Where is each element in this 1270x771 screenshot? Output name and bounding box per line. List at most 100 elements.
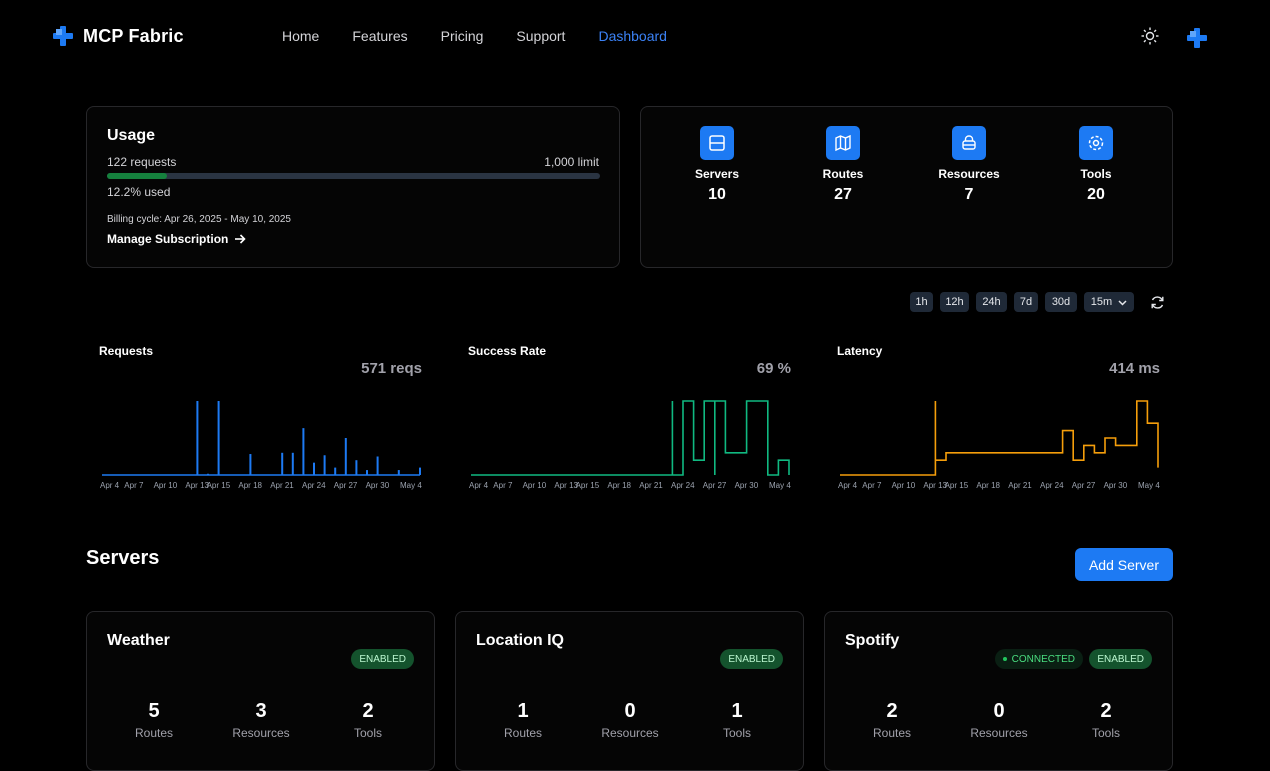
stats-card: Servers 10 Routes 27 Resources 7 Tools 2… (640, 106, 1173, 268)
x-tick-label: Apr 24 (302, 481, 326, 490)
x-tick-label: Apr 24 (671, 481, 695, 490)
server-tools: 2 Tools (1066, 700, 1146, 740)
nav-pricing[interactable]: Pricing (440, 28, 484, 44)
account-icon[interactable] (1186, 27, 1208, 49)
range-12h[interactable]: 12h (940, 292, 969, 312)
latency-chart-title: Latency (837, 344, 883, 358)
manage-subscription-label: Manage Subscription (107, 232, 229, 246)
connected-label: CONNECTED (1011, 653, 1075, 665)
x-tick-label: May 4 (1138, 481, 1160, 490)
x-tick-label: Apr 21 (270, 481, 294, 490)
x-tick-label: Apr 15 (575, 481, 600, 490)
server-resources: 0 Resources (590, 700, 670, 740)
request-bar (334, 467, 337, 475)
request-bar (196, 401, 199, 475)
requests-count: 122 requests (107, 155, 177, 169)
stat-value: 10 (708, 186, 726, 203)
x-tick-label: Apr 4 (838, 481, 858, 490)
manage-subscription-link[interactable]: Manage Subscription (107, 232, 246, 246)
x-tick-label: Apr 30 (365, 481, 390, 490)
x-tick-label: Apr 13 (185, 481, 209, 490)
request-bar (281, 452, 284, 475)
request-bar (419, 467, 421, 475)
requests-chart (102, 401, 421, 476)
request-bar (323, 455, 326, 475)
brand-name: MCP Fabric (83, 25, 184, 46)
request-limit: 1,000 limit (544, 155, 599, 169)
resources-label: Resources (970, 726, 1028, 740)
x-tick-label: Apr 18 (607, 481, 631, 490)
usage-percent: 12.2% used (107, 185, 171, 199)
nav-dashboard[interactable]: Dashboard (598, 28, 667, 44)
routes-count: 1 (517, 700, 529, 722)
range-30d[interactable]: 30d (1045, 292, 1077, 312)
request-bar (397, 470, 400, 475)
stat-value: 27 (834, 186, 852, 203)
success-rate-line (471, 400, 790, 476)
requests-chart-x-axis: Apr 4 Apr 7 Apr 10 Apr 13 Apr 15 Apr 18 Apr 21… (100, 481, 422, 493)
stat-resources[interactable]: Resources 7 (909, 126, 1029, 204)
brand[interactable]: MCP Fabric (52, 25, 184, 47)
status-dot-icon (1002, 657, 1007, 661)
success-chart-summary: 69 % (756, 360, 791, 377)
resources-count: 0 (993, 700, 1005, 722)
stat-value: 20 (1087, 186, 1105, 203)
tools-label: Tools (1091, 726, 1120, 740)
x-tick-label: Apr 15 (206, 481, 231, 490)
server-tools: 2 Tools (328, 700, 408, 740)
success-chart-title: Success Rate (468, 344, 547, 358)
database-icon (952, 126, 986, 160)
x-tick-label: Apr 27 (702, 481, 727, 490)
stat-servers[interactable]: Servers 10 (657, 126, 777, 204)
add-server-button[interactable]: Add Server (1075, 548, 1173, 581)
x-tick-label: Apr 4 (469, 481, 489, 490)
resources-label: Resources (232, 726, 290, 740)
server-card-location-iq[interactable]: Location IQ ENABLED 1 Routes 0 Resources… (455, 611, 804, 771)
range-24h[interactable]: 24h (976, 292, 1007, 312)
latency-line (840, 400, 1159, 476)
nav-links: Home Features Pricing Support Dashboard (282, 28, 667, 44)
nav-home[interactable]: Home (282, 28, 320, 44)
x-tick-label: Apr 4 (100, 481, 120, 490)
resources-count: 3 (255, 700, 267, 722)
routes-label: Routes (872, 726, 912, 740)
enabled-badge: ENABLED (720, 649, 783, 669)
stat-tools[interactable]: Tools 20 (1036, 126, 1156, 204)
success-chart (471, 400, 790, 476)
usage-progress-fill (107, 173, 168, 179)
range-1h[interactable]: 1h (910, 292, 933, 312)
x-tick-label: Apr 27 (333, 481, 358, 490)
refresh-icon[interactable] (1150, 295, 1165, 310)
connected-badge: CONNECTED (994, 649, 1083, 669)
map-icon (826, 126, 860, 160)
routes-label: Routes (134, 726, 174, 740)
interval-select[interactable]: 15m (1084, 292, 1134, 312)
interval-value: 15m (1090, 296, 1113, 308)
nav-support[interactable]: Support (516, 28, 566, 44)
x-tick-label: Apr 7 (124, 481, 144, 490)
top-nav: MCP Fabric Home Features Pricing Support… (0, 0, 1270, 72)
range-7d[interactable]: 7d (1014, 292, 1038, 312)
server-card-weather[interactable]: Weather ENABLED 5 Routes 3 Resources 2 T… (86, 611, 435, 771)
request-bar (302, 428, 305, 475)
tools-count: 2 (362, 700, 374, 722)
request-bar (344, 438, 347, 475)
x-tick-label: Apr 10 (522, 481, 547, 490)
nav-features[interactable]: Features (352, 28, 408, 44)
stat-value: 7 (964, 186, 974, 203)
sun-icon[interactable] (1141, 27, 1159, 45)
stat-label: Servers (694, 167, 740, 181)
enabled-badge: ENABLED (351, 649, 414, 669)
server-routes: 2 Routes (852, 700, 932, 740)
routes-count: 2 (886, 700, 898, 722)
server-card-spotify[interactable]: Spotify CONNECTED ENABLED 2 Routes 0 Res… (824, 611, 1173, 771)
x-tick-label: Apr 7 (493, 481, 513, 490)
x-tick-label: Apr 15 (944, 481, 969, 490)
billing-cycle: Billing cycle: Apr 26, 2025 - May 10, 20… (107, 214, 291, 225)
logo-icon (53, 26, 73, 46)
x-tick-label: Apr 30 (1103, 481, 1128, 490)
gear-icon (1079, 126, 1113, 160)
x-tick-label: Apr 27 (1071, 481, 1096, 490)
routes-count: 5 (148, 700, 160, 722)
stat-routes[interactable]: Routes 27 (783, 126, 903, 204)
